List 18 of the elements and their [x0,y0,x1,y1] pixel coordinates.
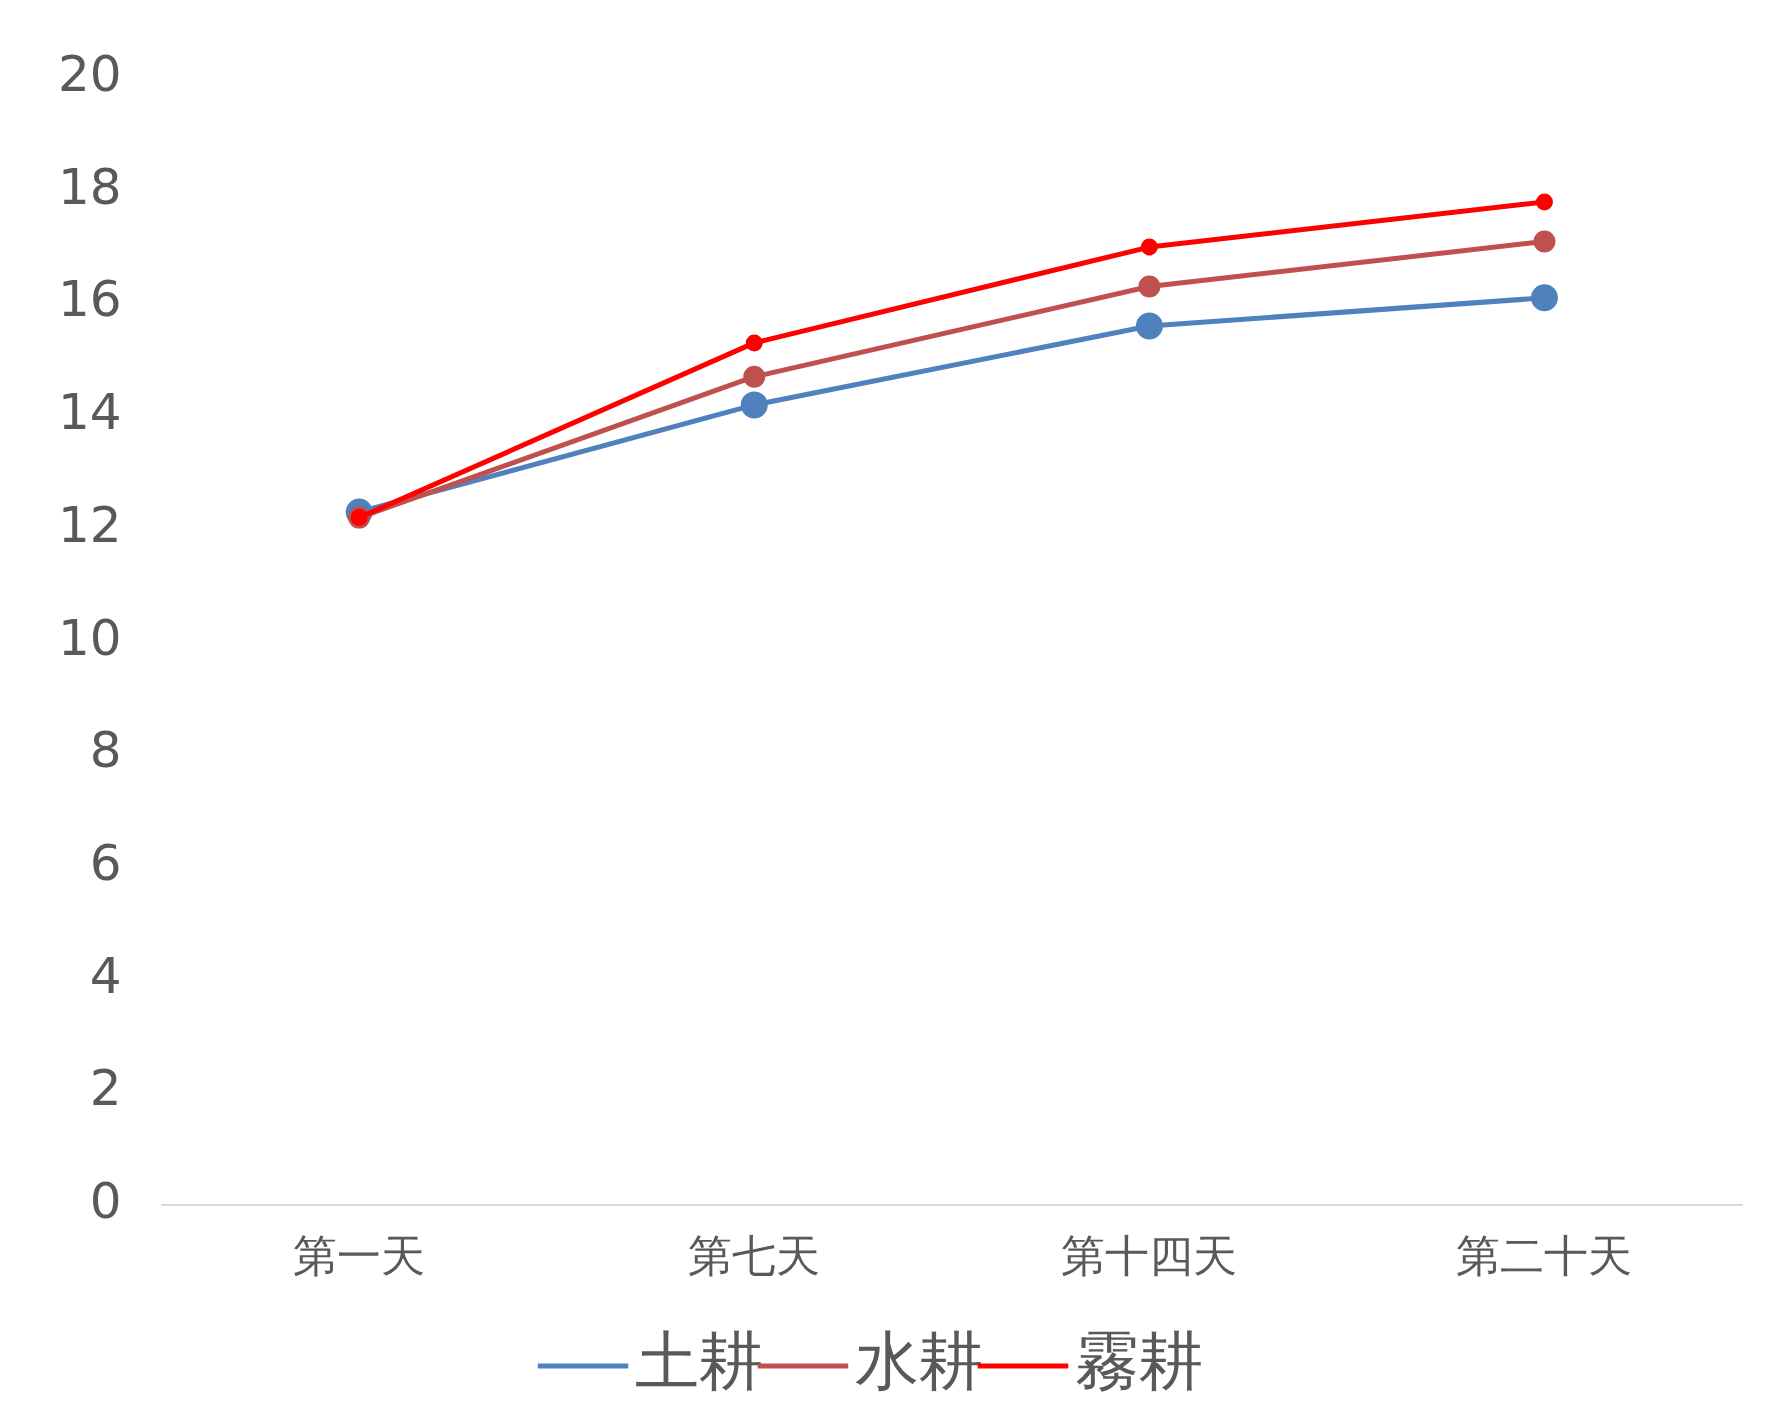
y-tick-label: 6 [89,834,122,893]
x-tick-label: 第十四天 [1061,1230,1238,1282]
y-tick-label: 4 [89,946,122,1005]
legend-label: 土耕 [635,1323,763,1398]
x-tick-label: 第一天 [293,1230,426,1282]
y-tick-label: 18 [58,157,122,216]
legend-label: 霧耕 [1075,1323,1203,1398]
y-tick-label: 14 [58,383,122,442]
y-tick-label: 16 [58,270,122,329]
x-tick-label: 第二十天 [1456,1230,1633,1282]
y-tick-label: 10 [58,608,122,667]
y-tick-label: 2 [89,1059,122,1118]
y-tick-label: 20 [58,44,122,103]
y-tick-label: 0 [89,1172,122,1231]
y-tick-label: 8 [89,721,122,780]
y-tick-label: 12 [58,495,122,554]
legend-label: 水耕 [855,1323,983,1398]
x-tick-label: 第七天 [688,1230,821,1282]
